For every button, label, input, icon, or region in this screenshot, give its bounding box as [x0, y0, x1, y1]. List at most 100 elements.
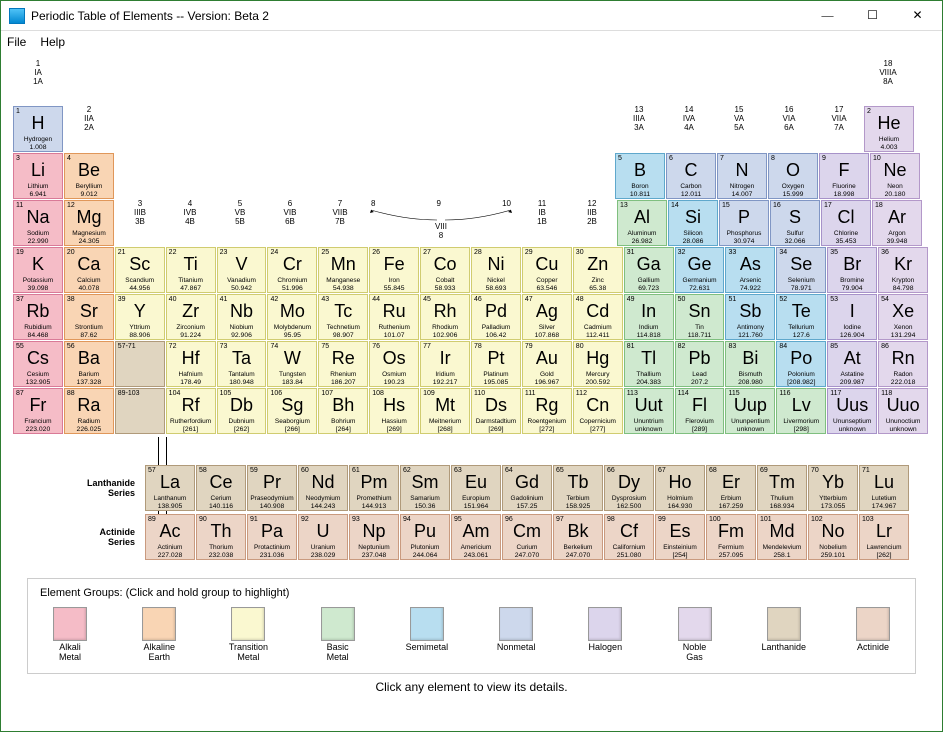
- element-gd[interactable]: 64GdGadolinium157.25: [502, 465, 552, 511]
- element-ac[interactable]: 89AcActinium227.028: [145, 514, 195, 560]
- element-pb[interactable]: 82PbLead207.2: [675, 341, 725, 387]
- element-zr[interactable]: 40ZrZirconium91.224: [166, 294, 216, 340]
- legend-semi[interactable]: Semimetal: [397, 607, 457, 663]
- element-ga[interactable]: 31GaGallium69.723: [624, 247, 674, 293]
- element-ni[interactable]: 28NiNickel58.693: [471, 247, 521, 293]
- element-he[interactable]: 2HeHelium4.003: [864, 106, 914, 152]
- element-fm[interactable]: 100FmFermium257.095: [706, 514, 756, 560]
- element-mo[interactable]: 42MoMolybdenum95.95: [267, 294, 317, 340]
- element-re[interactable]: 75ReRhenium186.207: [318, 341, 368, 387]
- element-mn[interactable]: 25MnManganese54.938: [318, 247, 368, 293]
- element-rf[interactable]: 104RfRutherfordium[261]: [166, 388, 216, 434]
- element-ce[interactable]: 58CeCerium140.116: [196, 465, 246, 511]
- minimize-button[interactable]: —: [805, 1, 850, 30]
- element-pd[interactable]: 46PdPalladium106.42: [471, 294, 521, 340]
- close-button[interactable]: ✕: [895, 1, 940, 30]
- element-ca[interactable]: 20CaCalcium40.078: [64, 247, 114, 293]
- element-mt[interactable]: 109MtMeitnerium[268]: [420, 388, 470, 434]
- element-s[interactable]: 16SSulfur32.066: [770, 200, 820, 246]
- element-la[interactable]: 57LaLanthanum138.905: [145, 465, 195, 511]
- element-lv[interactable]: 116LvLivermorium[298]: [776, 388, 826, 434]
- element-f[interactable]: 9FFluorine18.998: [819, 153, 869, 199]
- element-ar[interactable]: 18ArArgon39.948: [872, 200, 922, 246]
- element-cs[interactable]: 55CsCesium132.905: [13, 341, 63, 387]
- element-fl[interactable]: 114FlFlerovium[289]: [675, 388, 725, 434]
- element-cl[interactable]: 17ClChlorine35.453: [821, 200, 871, 246]
- element-lu[interactable]: 71LuLutetium174.967: [859, 465, 909, 511]
- element-yb[interactable]: 70YbYtterbium173.055: [808, 465, 858, 511]
- element-b[interactable]: 5BBoron10.811: [615, 153, 665, 199]
- element-eu[interactable]: 63EuEuropium151.964: [451, 465, 501, 511]
- element-uuo[interactable]: 118UuoUnunoctiumunknown: [878, 388, 928, 434]
- element-er[interactable]: 68ErErbium167.259: [706, 465, 756, 511]
- element-np[interactable]: 93NpNeptunium237.048: [349, 514, 399, 560]
- element-th[interactable]: 90ThThorium232.038: [196, 514, 246, 560]
- element-sc[interactable]: 21ScScandium44.956: [115, 247, 165, 293]
- element-rn[interactable]: 86RnRadon222.018: [878, 341, 928, 387]
- element-cu[interactable]: 29CuCopper63.546: [522, 247, 572, 293]
- element-y[interactable]: 39YYttrium88.906: [115, 294, 165, 340]
- legend-act[interactable]: Actinide: [843, 607, 903, 663]
- element-in[interactable]: 49InIndium114.818: [624, 294, 674, 340]
- element-bh[interactable]: 107BhBohrium[264]: [318, 388, 368, 434]
- element-p[interactable]: 15PPhosphorus30.974: [719, 200, 769, 246]
- element-hs[interactable]: 108HsHassium[269]: [369, 388, 419, 434]
- element-lr[interactable]: 103LrLawrencium[262]: [859, 514, 909, 560]
- element-v[interactable]: 23VVanadium50.942: [217, 247, 267, 293]
- element-pr[interactable]: 59PrPraseodymium140.908: [247, 465, 297, 511]
- legend-basic[interactable]: BasicMetal: [308, 607, 368, 663]
- element-ru[interactable]: 44RuRuthenium101.07: [369, 294, 419, 340]
- element-sr[interactable]: 38SrStrontium87.62: [64, 294, 114, 340]
- element-ir[interactable]: 77IrIridium192.217: [420, 341, 470, 387]
- element-o[interactable]: 8OOxygen15.999: [768, 153, 818, 199]
- element-n[interactable]: 7NNitrogen14.007: [717, 153, 767, 199]
- element-hf[interactable]: 72HfHafnium178.49: [166, 341, 216, 387]
- element-dy[interactable]: 66DyDysprosium162.500: [604, 465, 654, 511]
- element-nd[interactable]: 60NdNeodymium144.243: [298, 465, 348, 511]
- element-cn[interactable]: 112CnCopernicium[277]: [573, 388, 623, 434]
- element-cd[interactable]: 48CdCadmium112.411: [573, 294, 623, 340]
- element-br[interactable]: 35BrBromine79.904: [827, 247, 877, 293]
- element-ag[interactable]: 47AgSilver107.868: [522, 294, 572, 340]
- element-rg[interactable]: 111RgRoentgenium[272]: [522, 388, 572, 434]
- element-sm[interactable]: 62SmSamarium150.36: [400, 465, 450, 511]
- element-h[interactable]: 1HHydrogen1.008: [13, 106, 63, 152]
- element-ti[interactable]: 22TiTitanium47.867: [166, 247, 216, 293]
- element-pu[interactable]: 94PuPlutonium244.064: [400, 514, 450, 560]
- element-sb[interactable]: 51SbAntimony121.760: [725, 294, 775, 340]
- element-rb[interactable]: 37RbRubidium84.468: [13, 294, 63, 340]
- element-ge[interactable]: 32GeGermanium72.631: [675, 247, 725, 293]
- legend-alkali[interactable]: AlkaliMetal: [40, 607, 100, 663]
- element-w[interactable]: 74WTungsten183.84: [267, 341, 317, 387]
- element-cr[interactable]: 24CrChromium51.996: [267, 247, 317, 293]
- element-cm[interactable]: 96CmCurium247.070: [502, 514, 552, 560]
- element-sg[interactable]: 106SgSeaborgium[266]: [267, 388, 317, 434]
- element-mg[interactable]: 12MgMagnesium24.305: [64, 200, 114, 246]
- element-uus[interactable]: 117UusUnunseptiumunknown: [827, 388, 877, 434]
- element-se[interactable]: 34SeSelenium78.971: [776, 247, 826, 293]
- element-md[interactable]: 101MdMendelevium258.1: [757, 514, 807, 560]
- element-po[interactable]: 84PoPolonium[208.982]: [776, 341, 826, 387]
- element-tl[interactable]: 81TlThallium204.383: [624, 341, 674, 387]
- element-ne[interactable]: 10NeNeon20.180: [870, 153, 920, 199]
- element-ho[interactable]: 67HoHolmium164.930: [655, 465, 705, 511]
- element-c[interactable]: 6CCarbon12.011: [666, 153, 716, 199]
- element-xe[interactable]: 54XeXenon131.294: [878, 294, 928, 340]
- element-i[interactable]: 53IIodine126.904: [827, 294, 877, 340]
- element-ds[interactable]: 110DsDarmstadtium[269]: [471, 388, 521, 434]
- legend-transition[interactable]: TransitionMetal: [218, 607, 278, 663]
- element-am[interactable]: 95AmAmericium243.061: [451, 514, 501, 560]
- element-no[interactable]: 102NoNobelium259.101: [808, 514, 858, 560]
- legend-halogen[interactable]: Halogen: [575, 607, 635, 663]
- element-tc[interactable]: 43TcTechnetium98.907: [318, 294, 368, 340]
- element-es[interactable]: 99EsEinsteinium[254]: [655, 514, 705, 560]
- element-zn[interactable]: 30ZnZinc65.38: [573, 247, 623, 293]
- element-tm[interactable]: 69TmThulium168.934: [757, 465, 807, 511]
- element-bk[interactable]: 97BkBerkelium247.070: [553, 514, 603, 560]
- element-si[interactable]: 14SiSilicon28.086: [668, 200, 718, 246]
- element-ba[interactable]: 56BaBarium137.328: [64, 341, 114, 387]
- element-[interactable]: 89-103: [115, 388, 165, 434]
- element-na[interactable]: 11NaSodium22.990: [13, 200, 63, 246]
- element-[interactable]: 57-71: [115, 341, 165, 387]
- element-cf[interactable]: 98CfCalifornium251.080: [604, 514, 654, 560]
